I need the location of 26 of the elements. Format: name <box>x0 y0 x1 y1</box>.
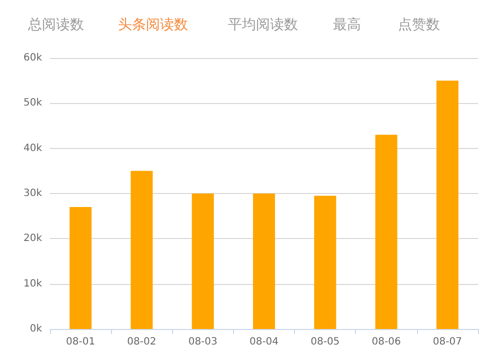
x-tick-label: 08-01 <box>66 336 96 348</box>
x-tick-label: 08-04 <box>249 336 279 348</box>
text: 最高 <box>333 17 361 33</box>
bar <box>314 196 336 329</box>
y-tick-label: 50k <box>23 98 42 109</box>
y-tick-label: 30k <box>23 188 42 199</box>
y-tick-label: 10k <box>23 278 42 290</box>
x-tick-label: 08-07 <box>432 336 462 348</box>
y-tick-label: 60k <box>23 52 42 64</box>
y-tick-label: 0k <box>30 324 42 334</box>
bar <box>192 194 214 329</box>
y-tick-label: 40k <box>23 142 42 154</box>
bar <box>130 170 153 329</box>
bar <box>70 207 92 329</box>
bar <box>375 134 398 329</box>
text: 平均阅读数 <box>228 17 298 33</box>
bar <box>253 194 275 329</box>
text: 点赞数 <box>398 17 440 33</box>
y-tick-label: 20k <box>23 233 42 244</box>
text: 总阅读数 <box>27 17 84 33</box>
x-tick-label: 08-05 <box>310 336 340 348</box>
text: 头条阅读数 <box>118 17 188 33</box>
x-tick-label: 08-02 <box>127 336 156 348</box>
bar <box>436 80 458 329</box>
x-tick-label: 08-06 <box>372 336 401 348</box>
x-tick-label: 08-03 <box>188 336 218 348</box>
